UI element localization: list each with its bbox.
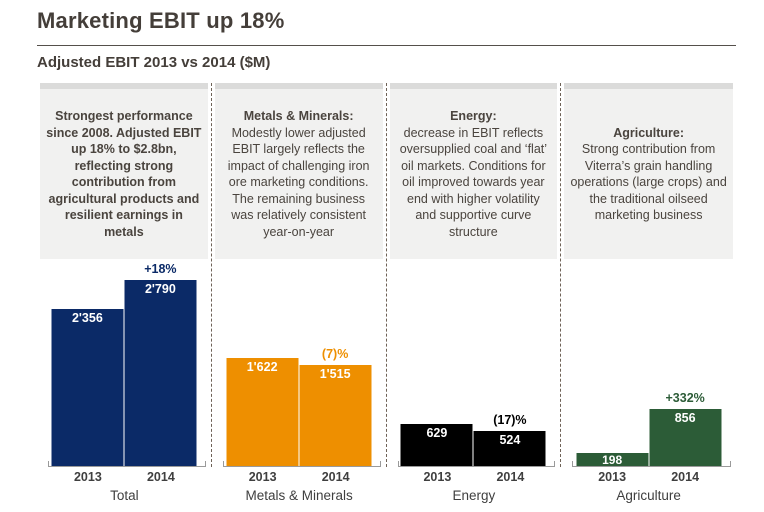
bar-value-label: 856 xyxy=(674,411,696,425)
panel-note-body: Modestly lower adjusted EBIT largely ref… xyxy=(227,125,370,239)
panel-metals-and-minerals: Metals & Minerals: Modestly lower adjuste… xyxy=(212,83,387,503)
year-label: 2013 xyxy=(423,470,452,484)
panel-header-strip xyxy=(40,83,208,89)
bar-group: 629 524 (17)% xyxy=(400,413,546,466)
change-label: +332% xyxy=(665,391,705,405)
bar-value-label: 524 xyxy=(499,433,521,447)
bar-group: 198 856 +332% xyxy=(576,391,722,467)
bar-2014-energy: 524 (17)% xyxy=(473,413,546,466)
panel-note-body: decrease in EBIT reflects oversupplied c… xyxy=(399,125,548,239)
bar-2013-energy: 629 xyxy=(400,424,473,466)
panel-body: Metals & Minerals: Modestly lower adjuste… xyxy=(212,83,387,467)
x-axis xyxy=(572,461,731,467)
category-label: Agriculture xyxy=(616,488,681,503)
year-label: 2013 xyxy=(73,470,102,484)
panel-note: Energy: decrease in EBIT reflects oversup… xyxy=(389,89,558,259)
panel-energy: Energy: decrease in EBIT reflects oversup… xyxy=(387,83,562,503)
bar-2014-agriculture: 856 +332% xyxy=(649,391,722,466)
year-label: 2014 xyxy=(671,470,700,484)
panel-note: Metals & Minerals: Modestly lower adjuste… xyxy=(214,89,383,259)
bar-value-label: 629 xyxy=(426,426,448,440)
bar-value-label: 2'356 xyxy=(71,311,103,325)
panel-chart: 2'356 2'790 +18% xyxy=(40,259,208,467)
year-label: 2013 xyxy=(598,470,627,484)
panel-agriculture: Agriculture: Strong contribution from Vit… xyxy=(561,83,736,503)
panel-note-title: Agriculture: xyxy=(613,125,685,140)
year-labels: 2013 2014 xyxy=(387,470,562,484)
bar-value-label: 1'515 xyxy=(319,367,351,381)
bar-group: 2'356 2'790 +18% xyxy=(51,262,197,466)
panels-container: Strongest performance since 2008. Adjust… xyxy=(37,83,736,503)
title-divider xyxy=(37,45,736,46)
panel-header-strip xyxy=(214,83,383,89)
x-axis xyxy=(397,461,556,467)
panel-chart: 198 856 +332% xyxy=(564,259,733,467)
change-label: (7)% xyxy=(321,347,349,361)
year-label: 2013 xyxy=(248,470,277,484)
bar-2013-agriculture: 198 xyxy=(576,453,649,467)
panel-body: Energy: decrease in EBIT reflects oversup… xyxy=(387,83,562,467)
year-label: 2014 xyxy=(321,470,350,484)
year-label: 2014 xyxy=(496,470,525,484)
year-labels: 2013 2014 xyxy=(212,470,387,484)
category-label: Energy xyxy=(452,488,496,503)
panel-body: Agriculture: Strong contribution from Vit… xyxy=(561,83,736,467)
panel-note-body: Strong contribution from Viterra’s grain… xyxy=(570,142,727,222)
x-axis xyxy=(48,461,206,467)
bar-group: 1'622 1'515 (7)% xyxy=(226,347,372,466)
bar-2014-total: 2'790 +18% xyxy=(124,262,197,466)
category-label: Metals & Minerals xyxy=(245,488,353,503)
panel-header-strip xyxy=(564,83,733,89)
panel-chart: 1'622 1'515 (7)% xyxy=(214,259,383,467)
change-label: (17)% xyxy=(493,413,527,427)
category-label: Total xyxy=(110,488,139,503)
panel-body: Strongest performance since 2008. Adjust… xyxy=(37,83,212,467)
page-title: Marketing EBIT up 18% xyxy=(37,8,285,33)
x-axis xyxy=(222,461,381,467)
bar-2013-total: 2'356 xyxy=(51,309,124,466)
bar-value-label: 2'790 xyxy=(144,282,176,296)
bar-2013-metals-and-minerals: 1'622 xyxy=(226,358,299,466)
panel-note: Strongest performance since 2008. Adjust… xyxy=(40,89,208,259)
bar-value-label: 1'622 xyxy=(246,360,278,374)
change-label: +18% xyxy=(144,262,177,276)
panel-note: Agriculture: Strong contribution from Vit… xyxy=(564,89,733,259)
panel-note-title: Energy: xyxy=(450,109,497,123)
panel-total: Strongest performance since 2008. Adjust… xyxy=(37,83,212,503)
year-label: 2014 xyxy=(146,470,175,484)
panel-note-title: Metals & Minerals: xyxy=(243,109,354,123)
bar-2014-metals-and-minerals: 1'515 (7)% xyxy=(299,347,372,466)
panel-note-body: Strongest performance since 2008. Adjust… xyxy=(46,109,202,239)
chart-subtitle: Adjusted EBIT 2013 vs 2014 ($M) xyxy=(37,54,271,71)
panel-chart: 629 524 (17)% xyxy=(389,259,558,467)
bar-value-label: 198 xyxy=(602,453,623,467)
year-labels: 2013 2014 xyxy=(37,470,212,484)
panel-header-strip xyxy=(389,83,558,89)
year-labels: 2013 2014 xyxy=(561,470,736,484)
